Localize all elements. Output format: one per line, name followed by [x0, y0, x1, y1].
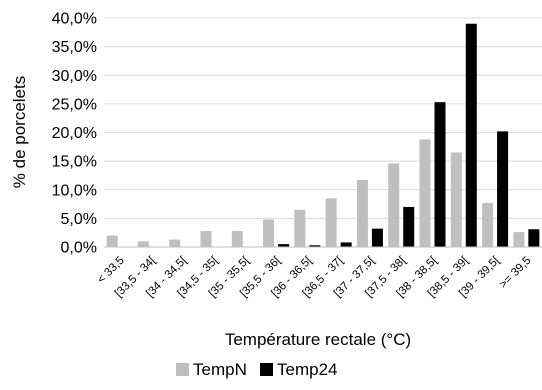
legend-swatch-temp24: [260, 363, 273, 376]
bar-tempn-2: [169, 239, 181, 247]
legend-label-tempn: TempN: [193, 360, 247, 379]
gridlines: [104, 17, 542, 219]
bar-tempn-0: [106, 235, 118, 247]
y-tick-label: 40,0%: [52, 11, 97, 28]
bar-temp24-12: [497, 131, 509, 247]
y-axis-ticks: 0,0% 5,0% 10,0% 15,0% 20,0% 25,0% 30,0% 35,0% 40…: [52, 11, 97, 257]
x-tick-label: >= 39,5: [497, 255, 533, 291]
bar-temp24-10: [434, 102, 446, 247]
legend: TempN Temp24: [176, 360, 337, 379]
y-tick-label: 5,0%: [61, 211, 97, 228]
bar-temp24-5: [278, 244, 290, 247]
bar-tempn-13: [513, 232, 525, 247]
bar-temp24-6: [309, 245, 321, 247]
bar-temp24-8: [371, 228, 383, 247]
bar-tempn-12: [482, 202, 494, 247]
x-axis-ticks: < 33,5[33,5 - 34[[34 - 34,5[[34,5 - 35[[…: [95, 254, 533, 300]
bar-tempn-1: [137, 241, 149, 247]
bar-tempn-6: [294, 209, 306, 247]
y-tick-label: 30,0%: [52, 68, 97, 85]
bar-temp24-13: [528, 229, 540, 247]
y-tick-label: 35,0%: [52, 39, 97, 56]
bar-tempn-10: [419, 139, 431, 247]
bar-tempn-4: [231, 230, 243, 247]
y-axis-title: % de porcelets: [10, 76, 29, 188]
bars: [106, 23, 540, 247]
y-tick-label: 25,0%: [52, 96, 97, 113]
legend-label-temp24: Temp24: [277, 360, 337, 379]
y-tick-label: 20,0%: [52, 125, 97, 142]
bar-tempn-8: [356, 180, 368, 247]
bar-temp24-7: [340, 242, 352, 247]
bar-tempn-9: [388, 163, 400, 247]
bar-tempn-11: [450, 152, 462, 247]
y-tick-label: 0,0%: [61, 240, 97, 257]
bar-tempn-7: [325, 198, 337, 247]
y-tick-label: 15,0%: [52, 154, 97, 171]
legend-swatch-tempn: [176, 363, 189, 376]
bar-tempn-5: [263, 219, 275, 247]
x-axis-title: Température rectale (°C): [225, 330, 411, 349]
bar-temp24-11: [465, 23, 477, 247]
bar-temp24-9: [403, 206, 415, 247]
y-tick-label: 10,0%: [52, 182, 97, 199]
bar-tempn-3: [200, 230, 212, 247]
